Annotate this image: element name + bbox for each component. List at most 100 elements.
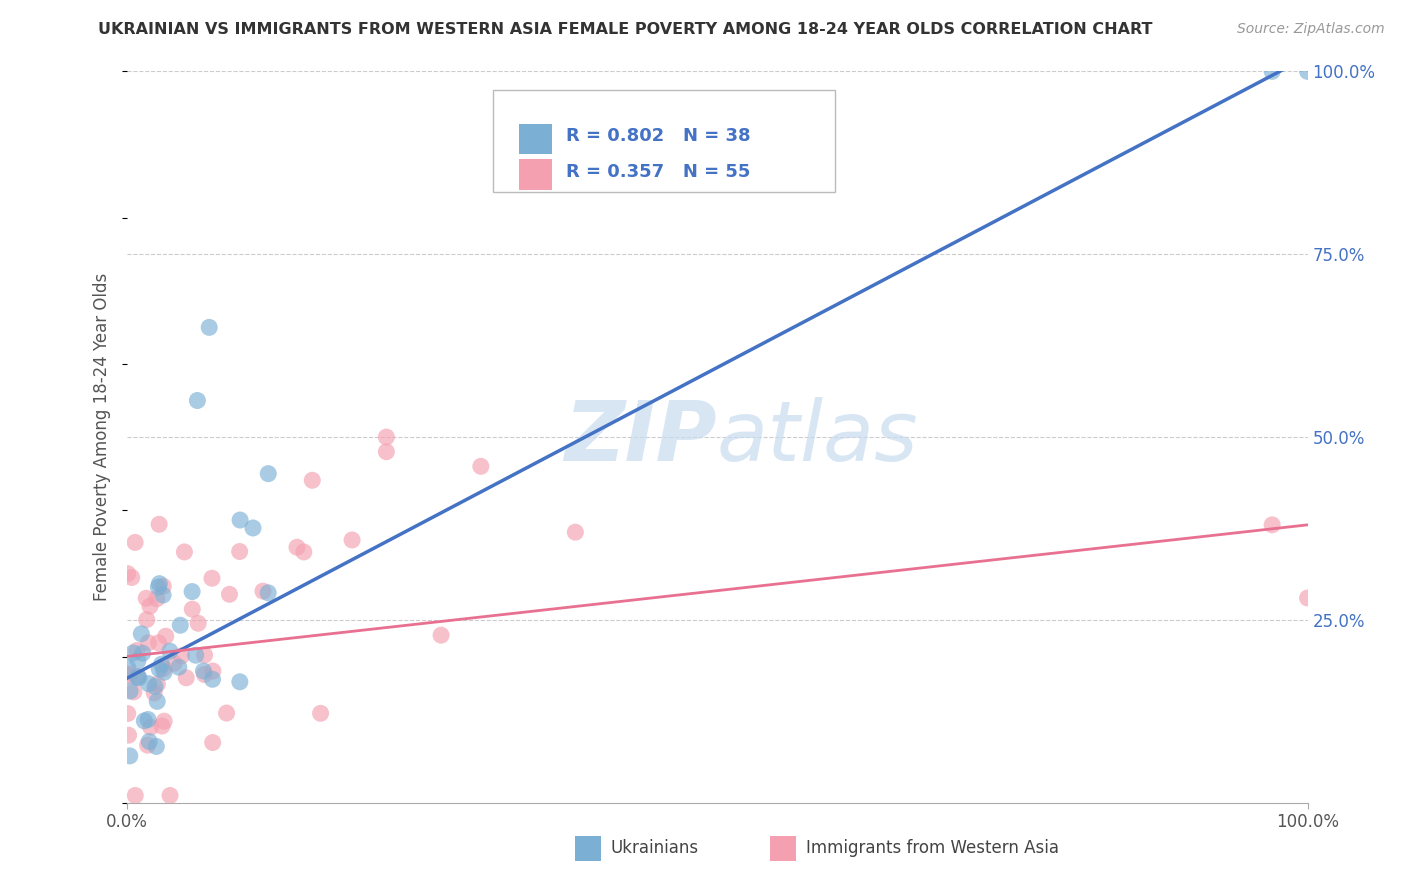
FancyBboxPatch shape: [492, 90, 835, 192]
Text: UKRAINIAN VS IMMIGRANTS FROM WESTERN ASIA FEMALE POVERTY AMONG 18-24 YEAR OLDS C: UKRAINIAN VS IMMIGRANTS FROM WESTERN ASI…: [98, 22, 1153, 37]
Point: [117, 728, 139, 742]
Point: [120, 684, 142, 698]
Point: [229, 513, 252, 527]
Text: R = 0.802   N = 38: R = 0.802 N = 38: [565, 128, 751, 145]
Point: [117, 706, 139, 721]
Point: [150, 657, 173, 672]
Point: [145, 739, 167, 754]
Point: [201, 571, 224, 585]
Point: [173, 545, 195, 559]
Text: Source: ZipAtlas.com: Source: ZipAtlas.com: [1237, 22, 1385, 37]
Point: [138, 676, 160, 690]
Point: [1296, 64, 1319, 78]
Point: [139, 720, 162, 734]
Point: [118, 668, 141, 682]
Point: [127, 654, 149, 668]
Point: [131, 627, 153, 641]
Point: [121, 570, 143, 584]
Point: [181, 602, 204, 616]
Point: [146, 677, 169, 691]
Point: [117, 566, 139, 581]
Point: [135, 613, 157, 627]
Text: atlas: atlas: [717, 397, 918, 477]
Point: [136, 713, 159, 727]
Point: [122, 685, 145, 699]
Point: [150, 719, 173, 733]
Point: [285, 540, 308, 554]
Point: [152, 662, 174, 676]
Point: [118, 748, 141, 763]
Text: Ukrainians: Ukrainians: [610, 839, 699, 857]
Point: [143, 680, 166, 694]
Point: [375, 444, 398, 458]
Point: [201, 664, 224, 678]
Text: ZIP: ZIP: [564, 397, 717, 477]
Point: [117, 660, 139, 674]
FancyBboxPatch shape: [519, 159, 551, 190]
Point: [301, 473, 323, 487]
Point: [375, 430, 398, 444]
Point: [228, 544, 250, 558]
Y-axis label: Female Poverty Among 18-24 Year Olds: Female Poverty Among 18-24 Year Olds: [93, 273, 111, 601]
Point: [198, 320, 221, 334]
Point: [134, 714, 156, 728]
Point: [148, 580, 170, 594]
Point: [193, 667, 215, 681]
Point: [159, 644, 181, 658]
Point: [148, 662, 170, 676]
Point: [143, 686, 166, 700]
Text: Immigrants from Western Asia: Immigrants from Western Asia: [806, 839, 1059, 857]
Point: [257, 467, 280, 481]
Point: [138, 636, 160, 650]
Point: [181, 584, 204, 599]
Point: [146, 694, 169, 708]
Text: R = 0.357   N = 55: R = 0.357 N = 55: [565, 162, 751, 180]
Point: [430, 628, 453, 642]
Point: [138, 734, 160, 748]
Point: [148, 636, 170, 650]
Point: [127, 670, 149, 684]
Point: [340, 533, 363, 547]
Point: [218, 587, 240, 601]
Point: [309, 706, 332, 721]
FancyBboxPatch shape: [770, 836, 796, 862]
Point: [131, 646, 153, 660]
Point: [163, 657, 186, 671]
Point: [155, 629, 177, 643]
Point: [125, 643, 148, 657]
Point: [117, 667, 139, 681]
Point: [1261, 517, 1284, 532]
Point: [193, 648, 215, 662]
Point: [152, 588, 174, 602]
Point: [122, 646, 145, 660]
Point: [124, 535, 146, 549]
Point: [174, 671, 197, 685]
Point: [1296, 591, 1319, 605]
Point: [167, 660, 190, 674]
Point: [229, 674, 252, 689]
Point: [257, 586, 280, 600]
Point: [193, 664, 215, 678]
FancyBboxPatch shape: [519, 124, 551, 154]
Point: [139, 599, 162, 614]
Point: [128, 671, 150, 685]
Point: [145, 591, 167, 606]
Point: [169, 618, 191, 632]
Point: [292, 545, 315, 559]
Point: [127, 669, 149, 683]
Point: [148, 576, 170, 591]
Point: [215, 706, 238, 720]
Point: [1261, 64, 1284, 78]
Point: [201, 673, 224, 687]
Point: [186, 393, 208, 408]
FancyBboxPatch shape: [575, 836, 602, 862]
Point: [252, 584, 274, 599]
Point: [153, 665, 176, 680]
Point: [153, 714, 176, 729]
Point: [135, 591, 157, 606]
Point: [124, 789, 146, 803]
Point: [159, 789, 181, 803]
Point: [470, 459, 492, 474]
Point: [564, 525, 586, 540]
Point: [184, 648, 207, 663]
